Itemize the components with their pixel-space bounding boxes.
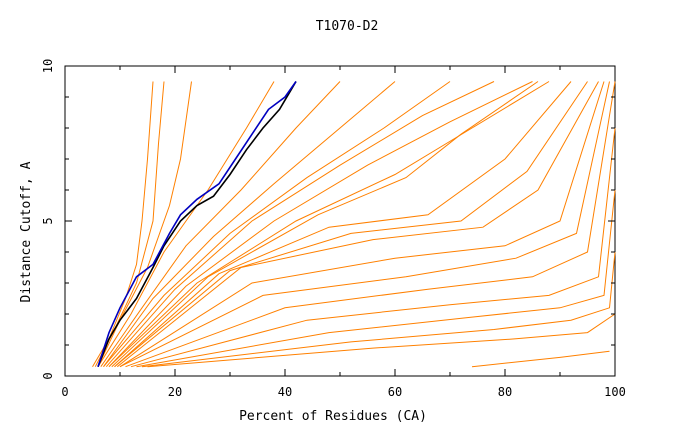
series-line-4	[100, 81, 341, 367]
series-line-10	[111, 81, 539, 368]
series-line-18	[136, 189, 616, 368]
x-tick-label: 80	[498, 385, 512, 399]
series-line-6	[103, 81, 451, 368]
series-line-9	[108, 81, 550, 368]
series-line-12	[114, 81, 588, 368]
series-line-11	[114, 81, 572, 368]
series-line-23	[97, 81, 297, 367]
chart-title: T1070-D2	[316, 19, 379, 34]
series-line-21	[471, 350, 610, 368]
series-line-15	[119, 81, 610, 368]
series-layer	[92, 81, 616, 368]
x-tick-label: 0	[61, 385, 68, 399]
x-tick-label: 100	[604, 385, 626, 399]
series-line-3	[97, 81, 275, 367]
series-line-13	[116, 81, 599, 368]
series-line-14	[119, 81, 605, 368]
y-axis-label: Distance Cutoff, A	[19, 161, 34, 302]
series-line-22	[97, 81, 297, 367]
series-line-17	[130, 127, 616, 368]
axis-layer: 0 20 40 60 80 100 0 5 10	[41, 59, 626, 399]
series-line-20	[147, 313, 616, 368]
series-line-16	[125, 81, 616, 368]
series-line-5	[103, 81, 396, 367]
series-line-19	[141, 251, 616, 368]
x-tick-label: 60	[388, 385, 402, 399]
series-line-7	[105, 81, 495, 368]
y-tick-label: 5	[41, 217, 55, 224]
x-axis-label: Percent of Residues (CA)	[239, 409, 427, 424]
y-tick-label: 10	[41, 59, 55, 73]
x-tick-label: 20	[168, 385, 182, 399]
x-tick-label: 40	[278, 385, 292, 399]
series-line-8	[108, 81, 533, 368]
y-tick-label: 0	[41, 372, 55, 379]
